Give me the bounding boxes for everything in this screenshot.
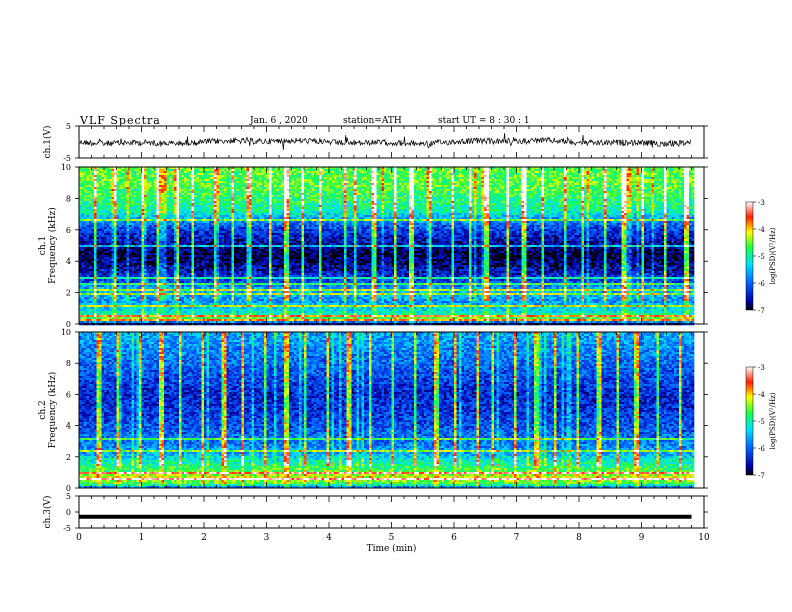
colorbar-label: log(PSD)(V²/Hz) [769,392,777,449]
y-axis-label: ch.1 [38,236,48,255]
x-tick-label: 9 [639,533,645,543]
colorbar-label: log(PSD)(V²/Hz) [769,227,777,284]
y-tick-label: 8 [66,194,71,203]
y-tick-label: 6 [66,390,71,399]
colorbar-tick-label: -4 [758,391,765,399]
x-tick-label: 8 [576,533,582,543]
ch3-waveform-axes: 5 0 -5 ch.3(V) 0 1 2 3 4 5 6 7 8 9 10 Time (min) [42,492,710,554]
y-tick-label: 10 [61,163,71,172]
x-tick-label: 7 [514,533,520,543]
y-axis-label: ch.2 [38,400,48,419]
ch1-waveform-trace [79,133,691,150]
y-axis-label: Frequency (kHz) [47,372,58,449]
y-tick-label: 6 [66,226,71,235]
x-tick-label: 10 [698,533,710,543]
colorbar-tick-label: -6 [758,280,765,288]
colorbar-tick-label: -3 [758,199,765,207]
y-axis-label: Frequency (kHz) [47,207,58,284]
y-axis-label: ch.1(V) [42,126,53,159]
y-tick-label: 2 [66,289,71,298]
x-tick-label: 3 [264,533,270,543]
colorbar-tick-label: -7 [758,472,765,480]
ch1-spectrogram-colorbar: -3 -4 -5 -6 -7 log(PSD)(V²/Hz) [746,199,777,315]
colorbar-gradient [746,367,753,475]
y-tick-label: 10 [61,328,71,337]
y-tick-label: 5 [66,492,71,501]
y-tick-label: 4 [66,422,71,431]
y-tick-label: 0 [66,508,71,517]
x-tick-label: 1 [139,533,145,543]
x-tick-label: 6 [451,533,457,543]
ch2-spectrogram-heatmap [79,332,694,488]
x-tick-label: 5 [389,533,395,543]
x-tick-label: 2 [201,533,207,543]
colorbar-tick-label: -4 [758,226,765,234]
colorbar-tick-label: -5 [758,253,765,261]
x-axis-label: Time (min) [367,543,417,554]
x-tick-label: 4 [326,533,332,543]
y-tick-label: 2 [66,453,71,462]
colorbar-tick-label: -5 [758,418,765,426]
colorbar-gradient [746,202,753,310]
ch2-spectrogram-colorbar: -3 -4 -5 -6 -7 log(PSD)(V²/Hz) [746,364,777,480]
colorbar-tick-label: -7 [758,307,765,315]
y-tick-label: 8 [66,359,71,368]
colorbar-tick-label: -6 [758,445,765,453]
y-tick-label: 4 [66,257,71,266]
y-axis-label: ch.3(V) [42,496,53,529]
y-tick-label: -5 [63,154,71,163]
x-tick-label: 0 [76,533,82,543]
ch1-spectrogram-heatmap [79,167,694,325]
colorbar-tick-label: -3 [758,364,765,372]
y-tick-label: -5 [63,524,71,533]
y-tick-label: 5 [66,122,71,131]
